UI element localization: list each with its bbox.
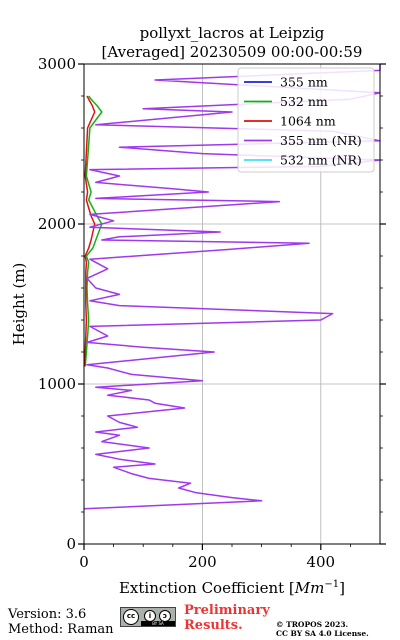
extinction-profile-chart: pollyxt_lacros at Leipzig [Averaged] 202…: [10, 24, 386, 597]
x-axis-label-text: Extinction Coefficient [: [119, 579, 295, 597]
x-axis-label-unit: Mm: [294, 579, 325, 597]
axis-ticks: 0 200 400 0 1000 2000 3000: [38, 55, 386, 571]
legend-box: [237, 67, 375, 173]
method-text: Method: Raman: [8, 622, 114, 637]
y-tick-label: 2000: [38, 215, 76, 233]
chart-title-line1: pollyxt_lacros at Leipzig: [140, 24, 325, 42]
copyright-line2: CC BY SA 4.0 License.: [276, 629, 369, 638]
legend-label: 532 nm (NR): [280, 153, 362, 168]
legend-label: 1064 nm: [280, 114, 336, 129]
preliminary-results-text: Preliminary Results.: [184, 603, 270, 633]
badge-strip: BY SA: [141, 621, 175, 626]
x-tick-label: 400: [306, 553, 335, 571]
cc-icon: cc: [123, 609, 139, 625]
cc-license-badge: cc i ↄ BY SA: [120, 607, 176, 627]
legend-label: 355 nm (NR): [280, 133, 362, 148]
y-tick-label: 3000: [38, 55, 76, 73]
copyright-line1: © TROPOS 2023.: [276, 620, 349, 629]
x-axis-label: Extinction Coefficient [Mm−1]: [119, 579, 345, 597]
legend-label: 355 nm: [280, 75, 328, 90]
preliminary-line1: Preliminary: [184, 603, 270, 618]
x-tick-label: 200: [188, 553, 217, 571]
legend-label: 532 nm: [280, 94, 328, 109]
legend: 355 nm 532 nm 1064 nm 355 nm (NR) 532 nm (NR…: [237, 67, 375, 173]
preliminary-line2: Results.: [184, 618, 243, 633]
version-text: Version: 3.6: [8, 607, 87, 622]
chart-title-line2: [Averaged] 20230509 00:00-00:59: [102, 43, 363, 61]
x-tick-label: 0: [79, 553, 89, 571]
copyright-text: © TROPOS 2023. CC BY SA 4.0 License.: [276, 620, 369, 638]
y-tick-label: 1000: [38, 375, 76, 393]
y-tick-label: 0: [66, 535, 76, 553]
series-line-1064-nm: [83, 95, 96, 367]
y-axis-label: Height (m): [10, 263, 28, 346]
x-axis-label-exponent: −1: [324, 579, 339, 590]
x-axis-label-close: ]: [339, 579, 345, 597]
